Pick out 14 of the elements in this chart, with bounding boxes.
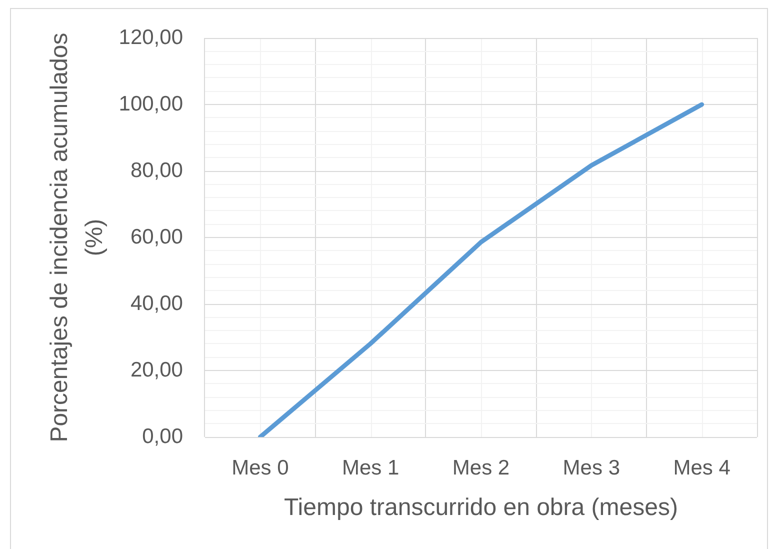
x-tick-label: Mes 0 <box>232 456 289 480</box>
y-tick-label: 20,00 <box>130 358 183 382</box>
x-tick-label: Mes 2 <box>452 456 510 480</box>
y-tick-label: 80,00 <box>130 158 183 182</box>
y-axis-title: Porcentajes de incidencia acumulados (%) <box>46 32 108 442</box>
x-tick-label: Mes 1 <box>342 456 400 480</box>
x-axis-title: Tiempo transcurrido en obra (meses) <box>284 494 678 522</box>
y-tick-label: 120,00 <box>118 26 183 49</box>
x-tick-label: Mes 4 <box>673 456 731 480</box>
x-tick-label: Mes 3 <box>562 456 620 480</box>
y-tick-label: 100,00 <box>118 92 183 116</box>
y-tick-label: 40,00 <box>130 292 183 315</box>
y-tick-label: 0,00 <box>142 424 183 448</box>
y-tick-label: 60,00 <box>130 225 183 248</box>
